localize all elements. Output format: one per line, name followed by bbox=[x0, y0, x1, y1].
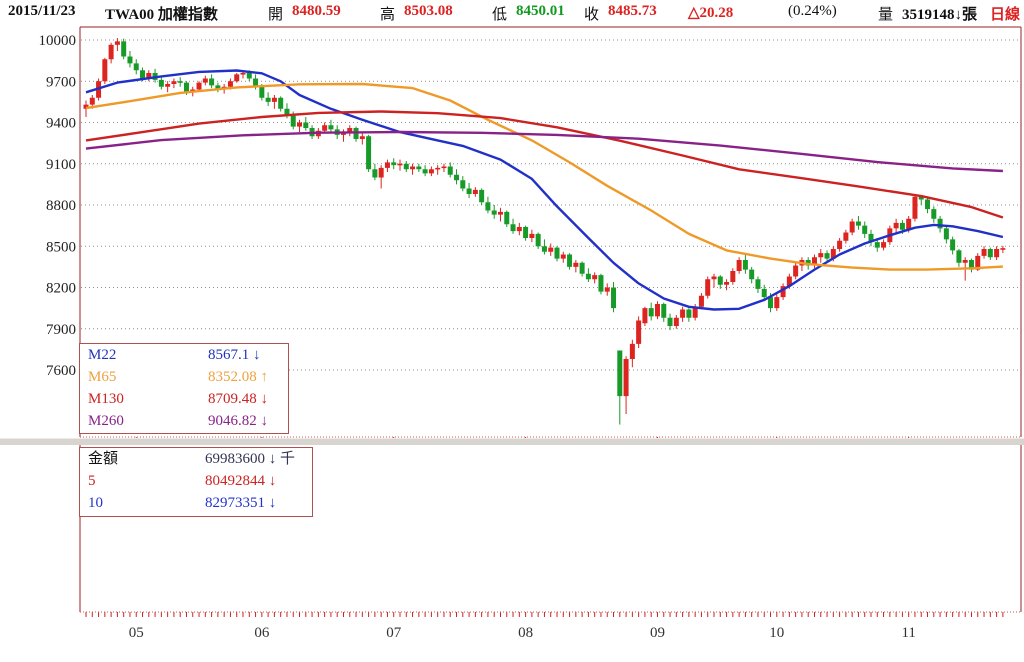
ma-legend-row: M22 8567.1 ↓ bbox=[80, 344, 288, 366]
high-value: 8503.08 bbox=[404, 3, 453, 19]
high-label: 高 bbox=[380, 7, 396, 23]
m22-line bbox=[85, 69, 1004, 311]
close-label: 收 bbox=[584, 7, 600, 23]
price-tick-label: 7900 bbox=[46, 322, 76, 338]
ma260-value: 9046.82 ↓ bbox=[208, 413, 268, 429]
month-label: 06 bbox=[254, 625, 270, 641]
volume-value: 3519148↓張 bbox=[902, 7, 978, 23]
price-tick-label: 10000 bbox=[39, 33, 77, 49]
vol-ma5-label: 5 bbox=[88, 473, 96, 489]
period-indicator: 日線 bbox=[990, 7, 1021, 23]
ma-legend-row: M260 9046.82 ↓ bbox=[80, 410, 288, 432]
ma22-label: M22 bbox=[88, 347, 117, 363]
price-tick-label: 8800 bbox=[46, 198, 76, 214]
month-label: 05 bbox=[129, 625, 144, 641]
ma130-label: M130 bbox=[88, 391, 124, 407]
price-tick-label: 8500 bbox=[46, 239, 76, 255]
amount-value: 69983600 ↓ 千 bbox=[205, 451, 296, 467]
month-label: 10 bbox=[769, 625, 784, 641]
volume-label: 量 bbox=[878, 7, 894, 23]
vol-ma5-value: 80492844 ↓ bbox=[205, 473, 277, 489]
amount-label: 金額 bbox=[88, 451, 119, 467]
price-tick-label: 9100 bbox=[46, 157, 76, 173]
ma260-label: M260 bbox=[88, 413, 124, 429]
ma-legend-box: M22 8567.1 ↓ M65 8352.08 ↑ M130 8709.48 … bbox=[79, 343, 289, 434]
ma22-value: 8567.1 ↓ bbox=[208, 347, 261, 363]
close-value: 8485.73 bbox=[608, 3, 657, 19]
header-date: 2015/11/23 bbox=[8, 3, 76, 19]
header-symbol-name: TWA00 加權指數 bbox=[105, 7, 218, 23]
header-bar: 2015/11/23 TWA00 加權指數 開 8480.59 高 8503.0… bbox=[0, 0, 1024, 26]
ma-legend-row: M65 8352.08 ↑ bbox=[80, 366, 288, 388]
volume-legend-row: 5 80492844 ↓ bbox=[80, 470, 312, 492]
open-label: 開 bbox=[268, 7, 284, 23]
m65-line bbox=[85, 82, 1003, 271]
month-label: 11 bbox=[901, 625, 915, 641]
m130-line bbox=[85, 110, 1004, 219]
price-tick-label: 9400 bbox=[46, 116, 76, 132]
ma130-value: 8709.48 ↓ bbox=[208, 391, 268, 407]
ma65-value: 8352.08 ↑ bbox=[208, 369, 268, 385]
change-value: △20.28 bbox=[688, 5, 734, 21]
price-tick-label: 9700 bbox=[46, 74, 76, 90]
change-pct: (0.24%) bbox=[788, 3, 837, 19]
m260-line bbox=[85, 130, 1003, 173]
volume-legend-row: 金額 69983600 ↓ 千 bbox=[80, 448, 312, 470]
panel-divider bbox=[0, 438, 1024, 445]
vol-ma10-value: 82973351 ↓ bbox=[205, 495, 277, 511]
ma-legend-row: M130 8709.48 ↓ bbox=[80, 388, 288, 410]
price-tick-label: 7600 bbox=[46, 363, 76, 379]
ma65-label: M65 bbox=[88, 369, 117, 385]
volume-legend-box: 金額 69983600 ↓ 千 5 80492844 ↓ 10 82973351… bbox=[79, 447, 313, 517]
month-label: 09 bbox=[650, 625, 665, 641]
vol-ma10-label: 10 bbox=[88, 495, 103, 511]
open-value: 8480.59 bbox=[292, 3, 341, 19]
month-label: 07 bbox=[386, 625, 402, 641]
month-label: 08 bbox=[518, 625, 533, 641]
price-tick-label: 8200 bbox=[46, 281, 76, 297]
low-value: 8450.01 bbox=[516, 3, 565, 19]
low-label: 低 bbox=[492, 7, 508, 23]
volume-legend-row: 10 82973351 ↓ bbox=[80, 492, 312, 514]
